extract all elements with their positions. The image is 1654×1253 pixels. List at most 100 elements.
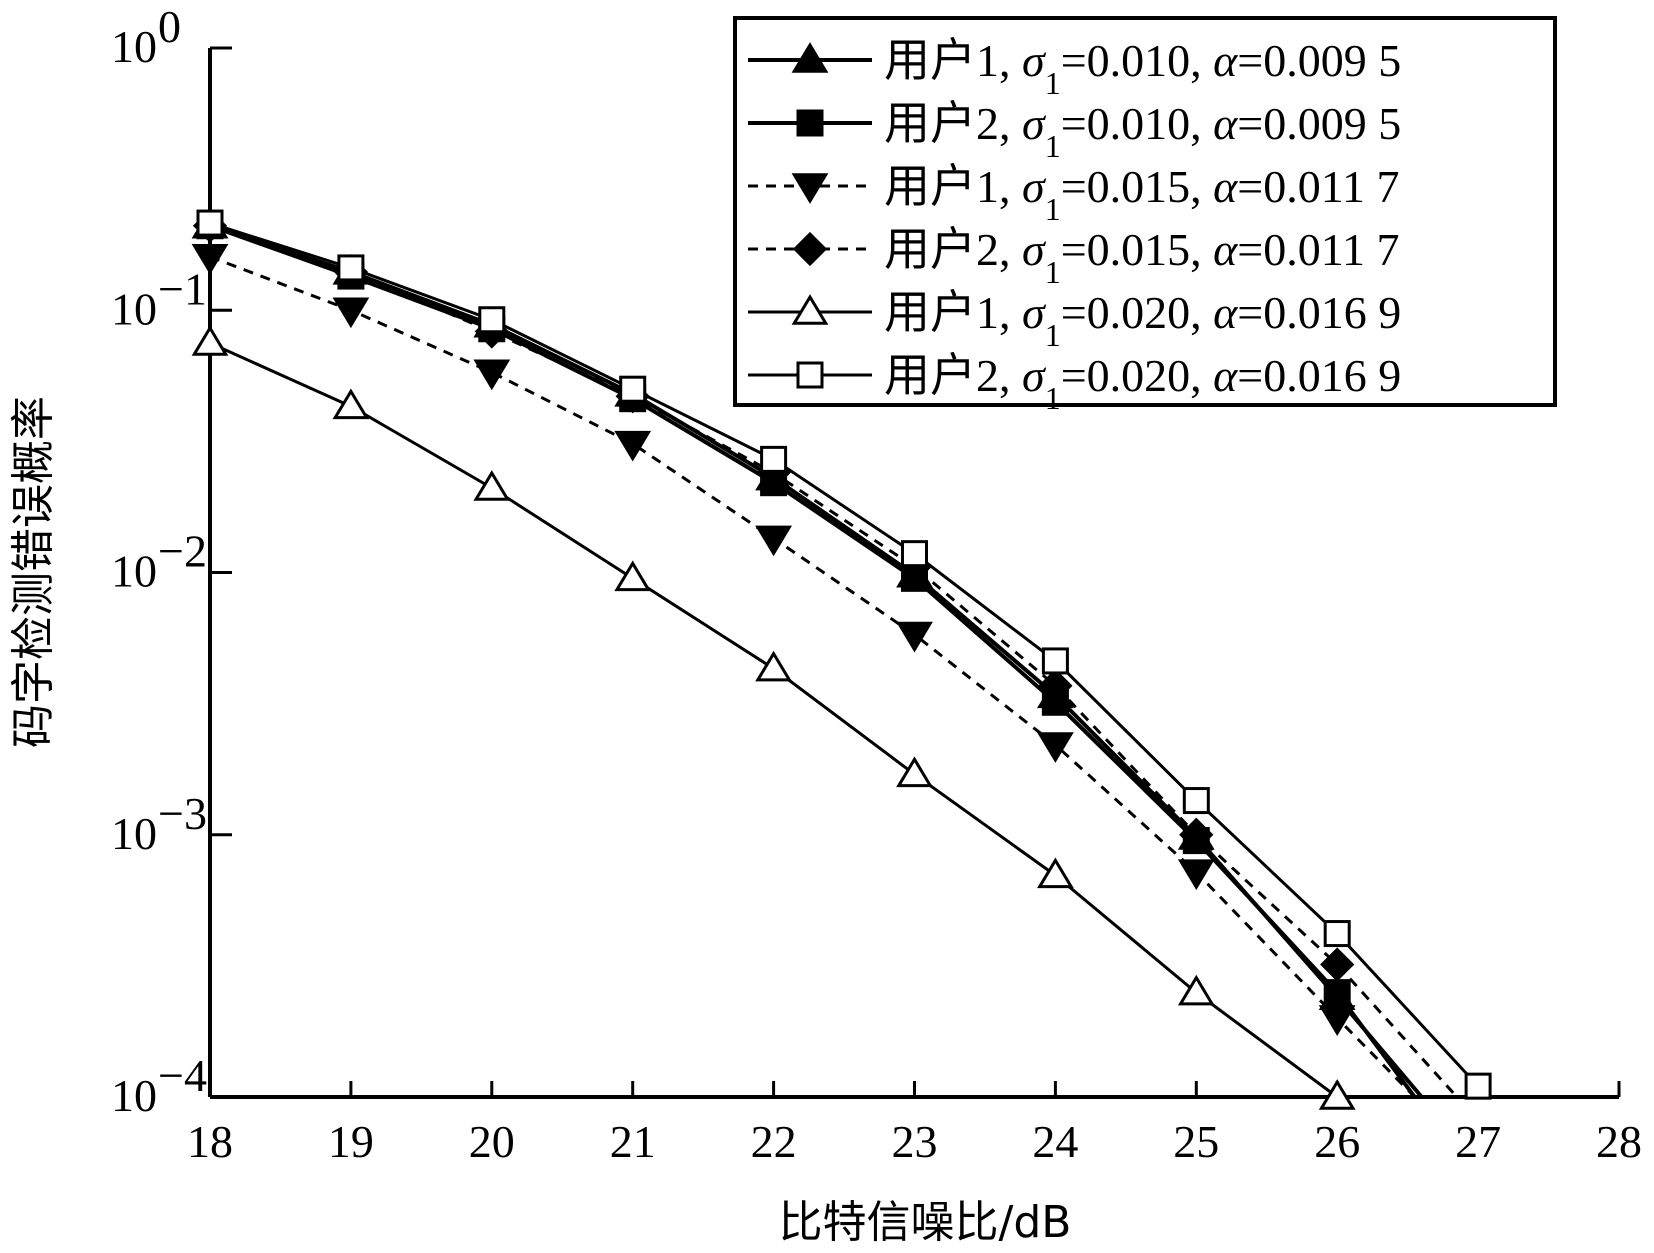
legend-entry: 用户1, σ1=0.010, α=0.009 5 bbox=[748, 35, 1401, 101]
y-tick-label: 10 bbox=[111, 1070, 157, 1121]
data-point bbox=[196, 209, 224, 237]
data-point bbox=[473, 359, 511, 391]
x-axis-title: 比特信噪比/dB bbox=[779, 1197, 1072, 1248]
data-point bbox=[755, 650, 792, 682]
legend-label-part: =0.009 5 bbox=[1237, 98, 1401, 149]
data-point bbox=[1320, 947, 1355, 982]
data-point bbox=[755, 525, 792, 557]
x-tick-label: 28 bbox=[1596, 1116, 1642, 1167]
data-point bbox=[614, 430, 652, 462]
y-tick-exponent: −3 bbox=[158, 788, 207, 839]
legend-label-part: α bbox=[1213, 161, 1238, 212]
legend-label-part: 1 bbox=[1045, 65, 1061, 101]
legend-entry: 用户2, σ1=0.010, α=0.009 5 bbox=[748, 98, 1401, 164]
legend-label: 用户1, σ1=0.015, α=0.011 7 bbox=[884, 161, 1400, 227]
data-point bbox=[614, 560, 652, 592]
x-ticks: 18 19 20 21 22 23 24 25 26 27 28 bbox=[187, 1081, 1642, 1167]
data-point bbox=[191, 325, 229, 356]
legend-label-part: α bbox=[1213, 98, 1238, 149]
data-point bbox=[191, 243, 229, 275]
legend-label-part: 用户1, bbox=[884, 287, 1022, 338]
x-tick-label: 19 bbox=[328, 1116, 374, 1167]
legend-label: 用户2, σ1=0.010, α=0.009 5 bbox=[884, 98, 1401, 164]
data-point bbox=[1177, 974, 1215, 1006]
legend-label-part: 1 bbox=[1045, 128, 1061, 164]
legend-box bbox=[733, 16, 1557, 407]
legend-label: 用户1, σ1=0.010, α=0.009 5 bbox=[884, 35, 1401, 101]
data-point bbox=[332, 388, 370, 420]
data-point bbox=[1037, 732, 1074, 763]
legend-label-part: =0.011 7 bbox=[1237, 224, 1399, 275]
legend-label-part: σ bbox=[1022, 98, 1047, 149]
series-6 bbox=[196, 209, 1492, 1100]
legend-label-part: =0.016 9 bbox=[1237, 287, 1401, 338]
legend-label-part: 用户1, bbox=[884, 161, 1022, 212]
legend-label-part: 用户2, bbox=[884, 350, 1022, 401]
y-tick-label: 10 bbox=[111, 21, 157, 72]
data-point bbox=[1038, 668, 1073, 703]
legend-entry: 用户1, σ1=0.020, α=0.016 9 bbox=[748, 287, 1401, 353]
legend-label-part: 1 bbox=[1045, 317, 1061, 353]
data-point bbox=[1323, 979, 1351, 1007]
x-tick-label: 20 bbox=[469, 1116, 515, 1167]
legend-entry: 用户2, σ1=0.020, α=0.016 9 bbox=[748, 350, 1401, 416]
y-tick-label: 10 bbox=[111, 283, 157, 334]
legend-label-part: 用户2, bbox=[884, 98, 1022, 149]
data-point bbox=[792, 231, 828, 267]
data-point bbox=[791, 294, 829, 325]
y-tick-exponent: −1 bbox=[158, 263, 207, 314]
data-point bbox=[896, 621, 933, 653]
x-tick-label: 27 bbox=[1455, 1116, 1501, 1167]
data-point bbox=[1037, 857, 1074, 889]
data-point bbox=[791, 173, 829, 204]
legend-label-part: =0.016 9 bbox=[1237, 350, 1401, 401]
data-point bbox=[796, 109, 824, 137]
legend-label-part: =0.011 7 bbox=[1237, 161, 1399, 212]
legend-label-part: 1 bbox=[1045, 191, 1061, 227]
y-tick-exponent: −2 bbox=[158, 526, 207, 577]
legend-label-part: α bbox=[1213, 350, 1238, 401]
x-tick-label: 23 bbox=[892, 1116, 938, 1167]
legend-label: 用户2, σ1=0.015, α=0.011 7 bbox=[884, 224, 1400, 290]
legend-label-part: =0.020, bbox=[1061, 350, 1213, 401]
x-tick-label: 26 bbox=[1314, 1116, 1360, 1167]
legend-label-part: 1 bbox=[1045, 380, 1061, 416]
series-3 bbox=[191, 243, 1416, 1099]
data-point bbox=[1182, 787, 1210, 815]
legend-label-part: σ bbox=[1022, 35, 1047, 86]
data-point bbox=[1464, 1072, 1492, 1100]
data-point bbox=[1318, 1079, 1356, 1110]
data-point bbox=[791, 42, 829, 73]
series-5 bbox=[191, 325, 1356, 1110]
data-point bbox=[901, 540, 928, 568]
legend-label-part: α bbox=[1213, 287, 1238, 338]
y-axis-title: 码字检测错误概率 bbox=[8, 396, 59, 748]
legend-label-part: α bbox=[1213, 35, 1238, 86]
data-point bbox=[478, 306, 506, 334]
y-tick-exponent: 0 bbox=[158, 1, 181, 52]
legend-label-part: σ bbox=[1022, 161, 1047, 212]
data-point bbox=[796, 361, 824, 389]
legend-label-part: σ bbox=[1022, 350, 1047, 401]
legend-label-part: σ bbox=[1022, 224, 1047, 275]
data-point bbox=[1041, 647, 1069, 675]
legend-label-part: =0.015, bbox=[1061, 224, 1213, 275]
y-tick-label: 10 bbox=[111, 808, 157, 859]
legend-label: 用户2, σ1=0.020, α=0.016 9 bbox=[884, 350, 1401, 416]
data-point bbox=[473, 470, 511, 501]
legend-label-part: =0.020, bbox=[1061, 287, 1213, 338]
data-point bbox=[896, 756, 933, 788]
legend-label-part: σ bbox=[1022, 287, 1047, 338]
data-point bbox=[1323, 920, 1351, 948]
data-point bbox=[1177, 859, 1215, 891]
data-point bbox=[332, 297, 370, 329]
series-layer bbox=[191, 207, 1492, 1110]
legend-label: 用户1, σ1=0.020, α=0.016 9 bbox=[884, 287, 1401, 353]
x-tick-label: 22 bbox=[751, 1116, 797, 1167]
legend-entry: 用户2, σ1=0.015, α=0.011 7 bbox=[748, 224, 1400, 290]
legend-label-part: =0.010, bbox=[1061, 98, 1213, 149]
data-point bbox=[760, 445, 788, 473]
legend-label-part: 用户2, bbox=[884, 224, 1022, 275]
